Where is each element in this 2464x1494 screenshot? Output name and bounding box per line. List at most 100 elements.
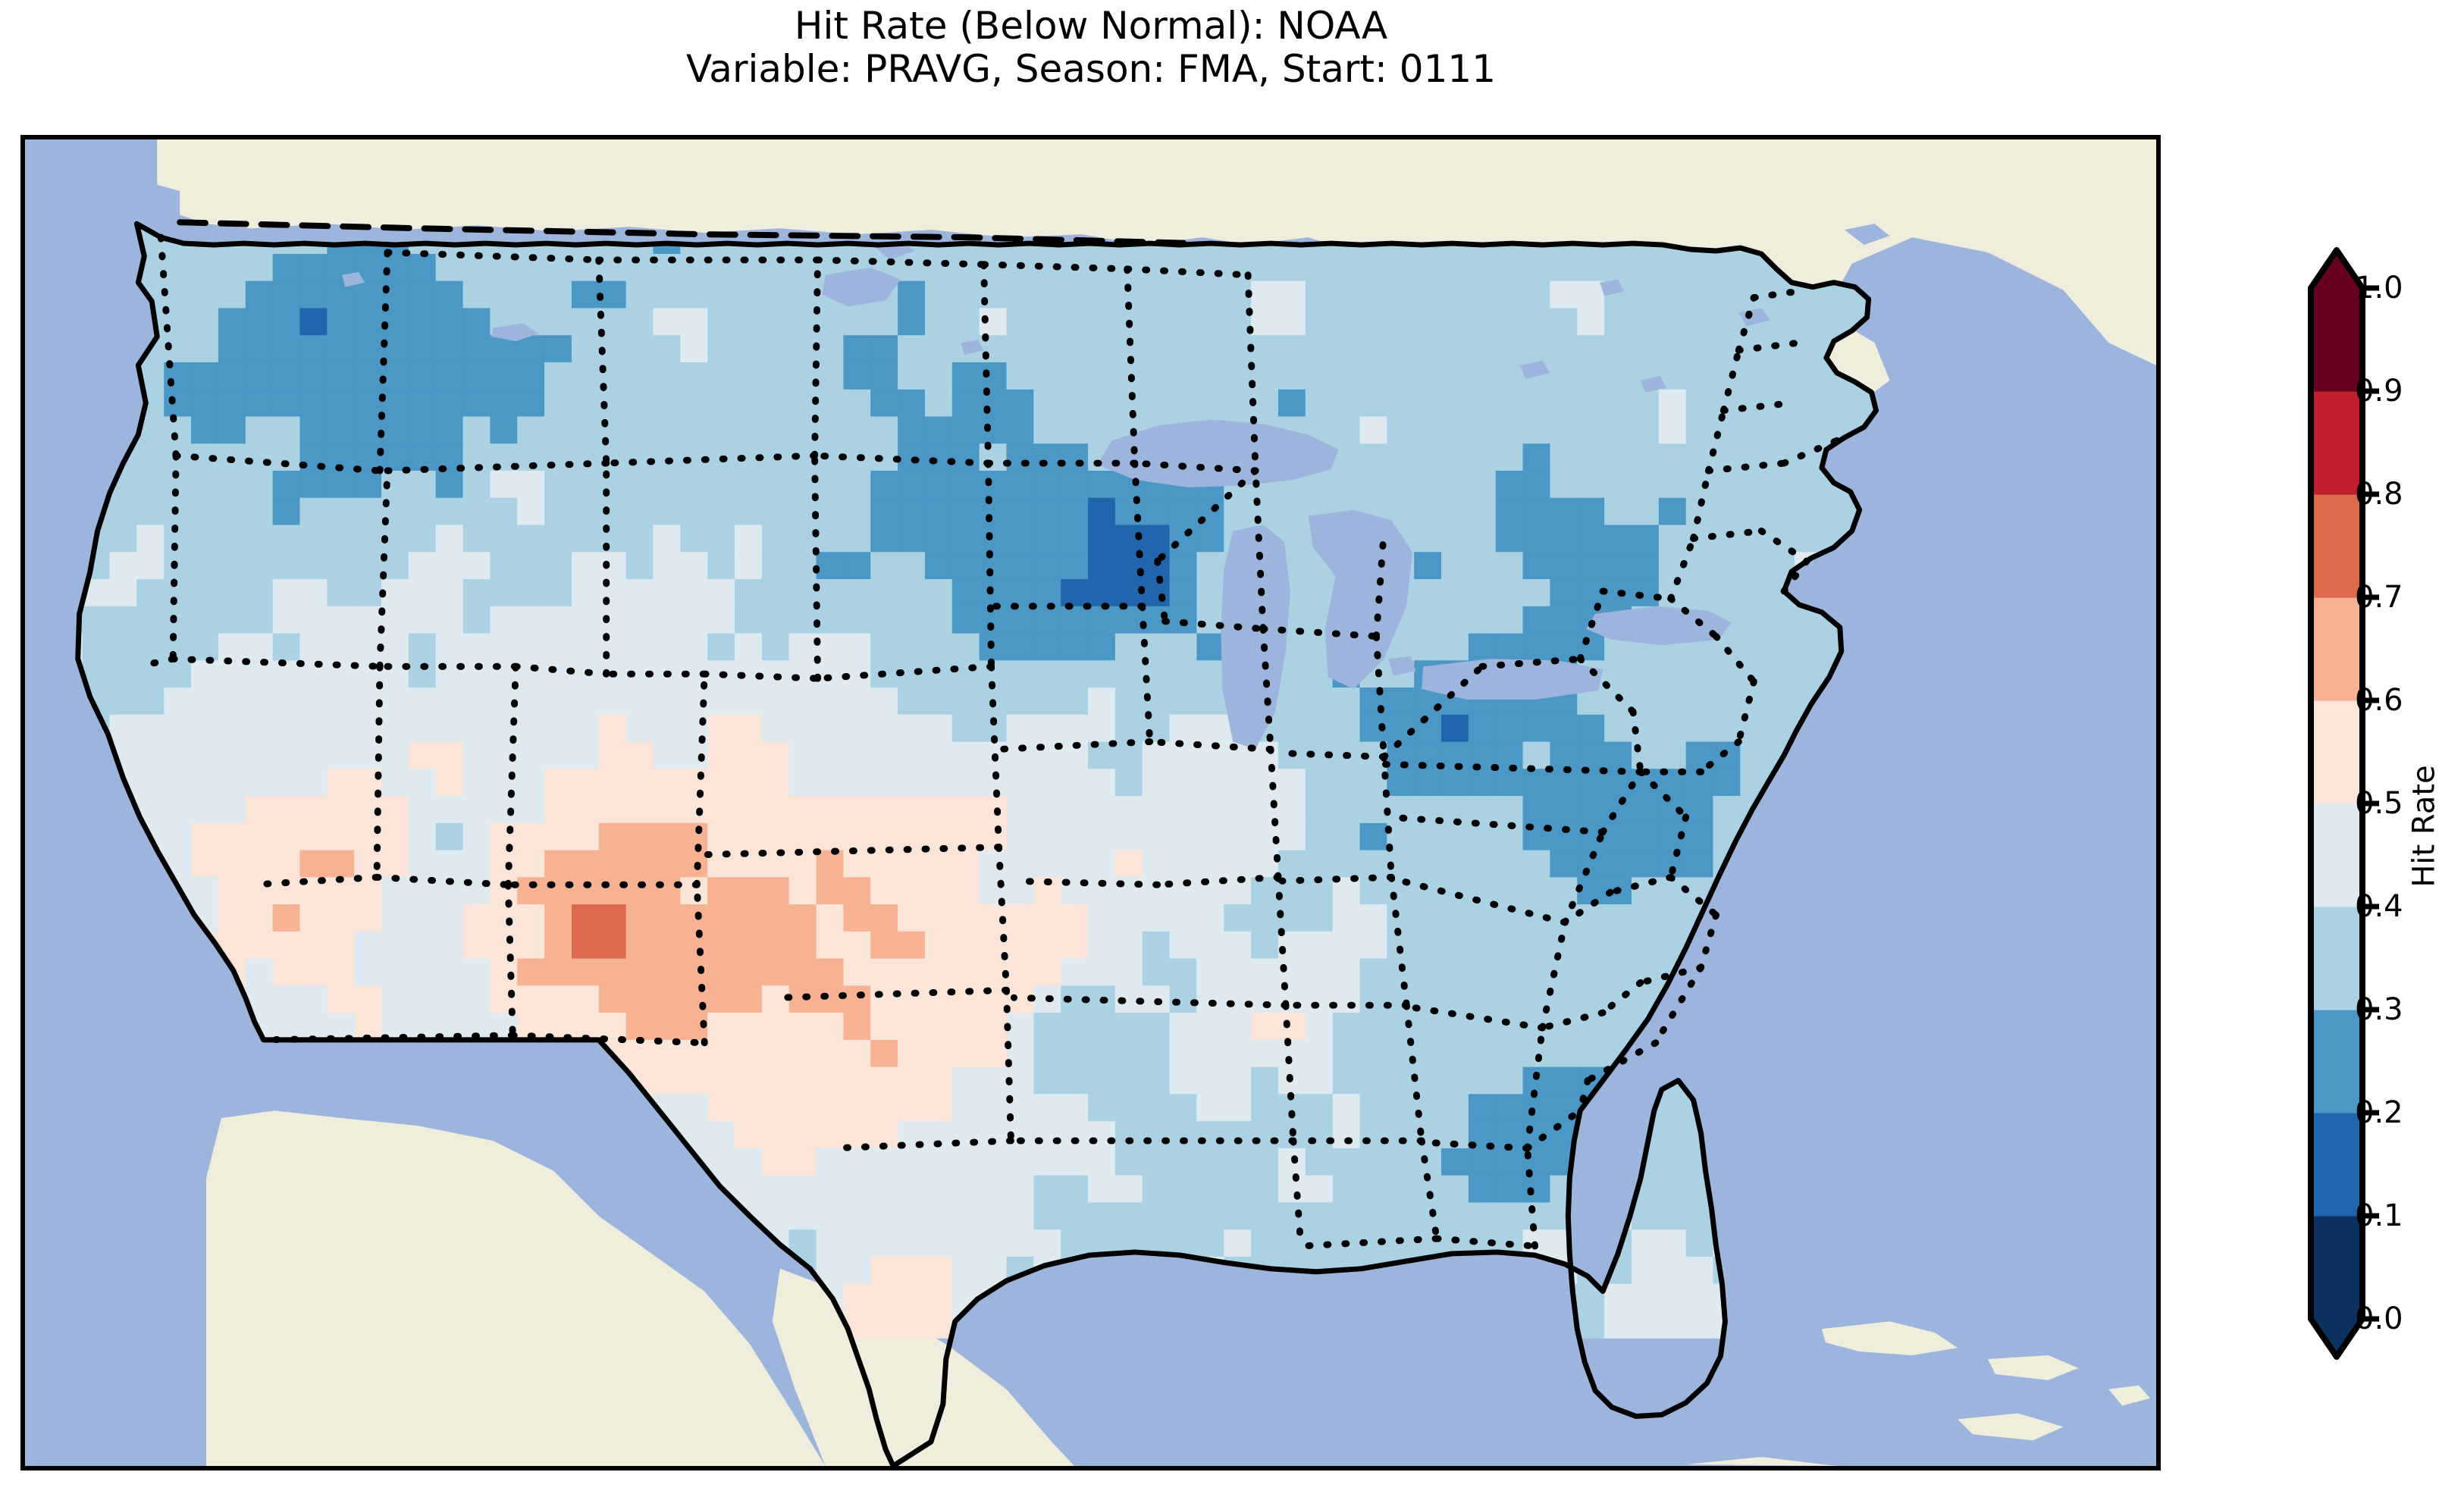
state-border: [1599, 979, 1644, 1016]
state-border: [1667, 813, 1690, 881]
colorbar-bin: [2311, 494, 2362, 598]
state-border: [1010, 877, 1161, 888]
colorbar-bin: [2311, 288, 2362, 392]
state-border: [1538, 1009, 1607, 1032]
colorbar-gradient[interactable]: [2274, 243, 2411, 1410]
state-border: [1599, 768, 1644, 836]
state-border: [1599, 587, 1675, 603]
state-border: [1146, 738, 1274, 753]
colorbar-tick-label: 1.0: [2355, 271, 2403, 305]
state-border: [995, 844, 1010, 994]
title-line-1: Hit Rate (Below Normal): NOAA: [794, 4, 1388, 48]
state-border: [995, 738, 1154, 753]
colorbar-tick-label: 0.1: [2355, 1198, 2403, 1233]
state-border: [169, 452, 180, 662]
colorbar-over-arrow: [2311, 250, 2362, 288]
state-border: [1637, 768, 1690, 821]
state-border: [811, 256, 822, 459]
state-border: [1690, 467, 1713, 542]
state-border: [980, 261, 1131, 273]
map-canvas[interactable]: [25, 139, 2156, 1466]
state-border: [1282, 1001, 1297, 1145]
state-border: [1637, 964, 1705, 986]
state-border: [1278, 873, 1395, 885]
state-border: [1380, 662, 1486, 760]
state-border: [509, 1032, 708, 1047]
state-border: [373, 662, 384, 881]
state-border: [1389, 875, 1569, 926]
state-border: [1607, 873, 1675, 896]
state-border: [504, 881, 516, 1039]
state-border: [134, 655, 177, 670]
map-panel[interactable]: [20, 135, 2161, 1471]
state-border: [1403, 1001, 1425, 1145]
colorbar-axis-label: Hit Rate: [2407, 765, 2442, 888]
colorbar-bin: [2311, 597, 2362, 701]
state-border: [814, 662, 995, 682]
colorbar-tick-label: 0.5: [2355, 786, 2403, 821]
state-border: [376, 467, 391, 670]
state-border: [1705, 407, 1727, 475]
state-border: [1652, 964, 1705, 1047]
colorbar-tick-label: 0.6: [2355, 683, 2403, 718]
state-border: [1823, 437, 1841, 453]
colorbar-bin: [2311, 391, 2362, 495]
state-border: [1584, 1039, 1660, 1084]
state-border: [1372, 527, 1387, 640]
colorbar-under-arrow: [2311, 1319, 2362, 1357]
state-border: [1274, 873, 1290, 1009]
colorbar-bin: [2311, 803, 2362, 907]
state-border: [376, 249, 391, 475]
state-border: [1002, 986, 1014, 1145]
state-border: [595, 256, 610, 467]
state-border: [1139, 603, 1154, 746]
colorbar-tick-label: 0.9: [2355, 374, 2403, 409]
state-border: [776, 986, 1010, 1001]
state-border: [384, 249, 603, 264]
state-border-layer: [134, 233, 1841, 1250]
state-border: [1387, 873, 1410, 1009]
state-border: [1404, 1003, 1546, 1032]
state-border: [829, 1137, 1014, 1152]
state-border: [988, 662, 1002, 851]
state-border: [1524, 1145, 1538, 1250]
state-border: [1719, 399, 1795, 415]
state-border: [1524, 1107, 1584, 1152]
state-border: [1259, 625, 1380, 640]
state-border: [172, 452, 384, 475]
state-border: [985, 459, 995, 670]
state-border: [1576, 1077, 1591, 1114]
state-border: [1297, 1235, 1440, 1250]
colorbar[interactable]: Hit Rate 0.0 0.1 0.2 0.3 0.4 0.5 0.6 0.7 0.8 0.9 1…: [2274, 243, 2464, 1410]
state-border: [512, 662, 610, 678]
colorbar-tick-label: 0.4: [2355, 889, 2403, 924]
state-border: [384, 459, 610, 475]
state-border: [811, 452, 822, 682]
state-border: [1735, 678, 1757, 746]
state-border: [1131, 459, 1259, 475]
state-border: [1538, 919, 1569, 1032]
state-border: [701, 844, 1002, 858]
state-border: [260, 1032, 516, 1044]
state-border: [1698, 738, 1742, 775]
state-border: [1380, 753, 1395, 881]
state-border: [1274, 749, 1387, 760]
state-border: [1433, 1235, 1538, 1250]
state-border: [1576, 655, 1637, 716]
colorbar-tick-label: 0.2: [2355, 1095, 2403, 1130]
state-border: [1418, 1137, 1440, 1242]
state-border: [1576, 587, 1607, 662]
state-border: [1478, 655, 1584, 670]
state-border: [1124, 265, 1139, 467]
state-border: [1690, 527, 1765, 542]
state-border: [169, 655, 384, 670]
colorbar-bin: [2311, 907, 2362, 1010]
state-border: [1131, 459, 1146, 610]
state-border: [1384, 813, 1607, 836]
state-border: [1124, 265, 1252, 279]
colorbar-tick-label: 0.8: [2355, 477, 2403, 512]
figure-title: Hit Rate (Below Normal): NOAA Variable: …: [0, 5, 2182, 90]
colorbar-bin: [2311, 700, 2362, 804]
state-border: [1244, 271, 1259, 475]
country-border-layer: [177, 219, 1199, 247]
